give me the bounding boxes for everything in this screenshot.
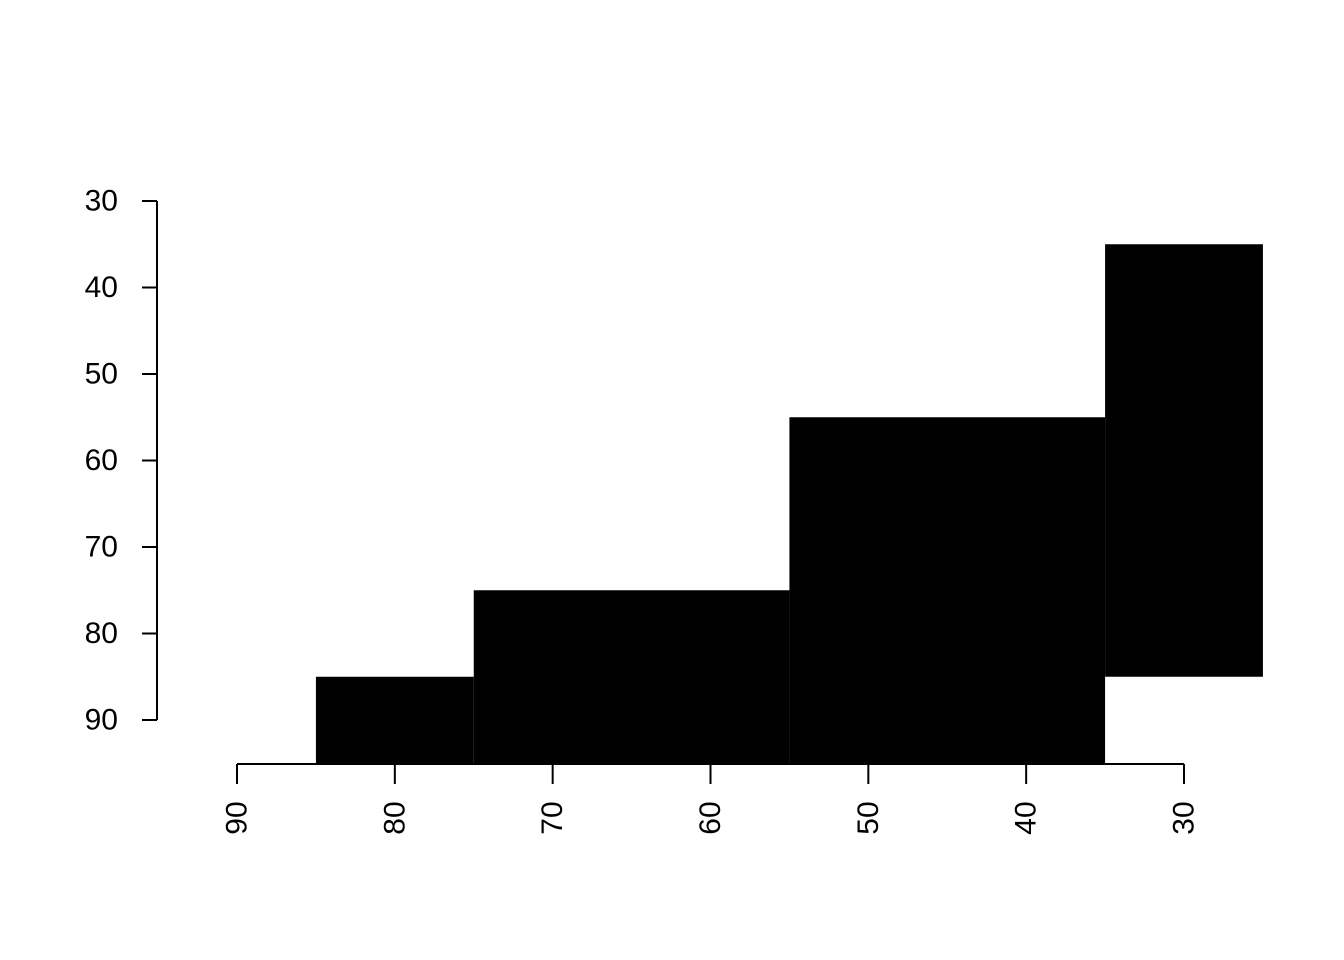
x-tick-label-70: 70: [536, 801, 569, 834]
y-tick-label-60: 60: [85, 444, 118, 477]
y-axis: 30 40 50 60 70 80 90: [85, 185, 158, 737]
x-tick-label-80: 80: [378, 801, 411, 834]
block-3: [789, 417, 1106, 764]
y-tick-label-70: 70: [85, 531, 118, 564]
filled-blocks: [315, 244, 1263, 764]
y-tick-label-80: 80: [85, 617, 118, 650]
block-2: [473, 590, 790, 764]
x-tick-label-90: 90: [221, 801, 254, 834]
y-tick-label-40: 40: [85, 271, 118, 304]
block-4: [1105, 244, 1263, 677]
x-tick-label-50: 50: [852, 801, 885, 834]
x-tick-label-30: 30: [1168, 801, 1201, 834]
y-tick-label-50: 50: [85, 358, 118, 391]
y-tick-label-90: 90: [85, 704, 118, 737]
x-axis: 90 80 70 60 50 40 30: [221, 763, 1201, 835]
x-tick-label-40: 40: [1010, 801, 1043, 834]
x-tick-label-60: 60: [694, 801, 727, 834]
block-1: [315, 676, 474, 764]
y-tick-label-30: 30: [85, 185, 118, 218]
